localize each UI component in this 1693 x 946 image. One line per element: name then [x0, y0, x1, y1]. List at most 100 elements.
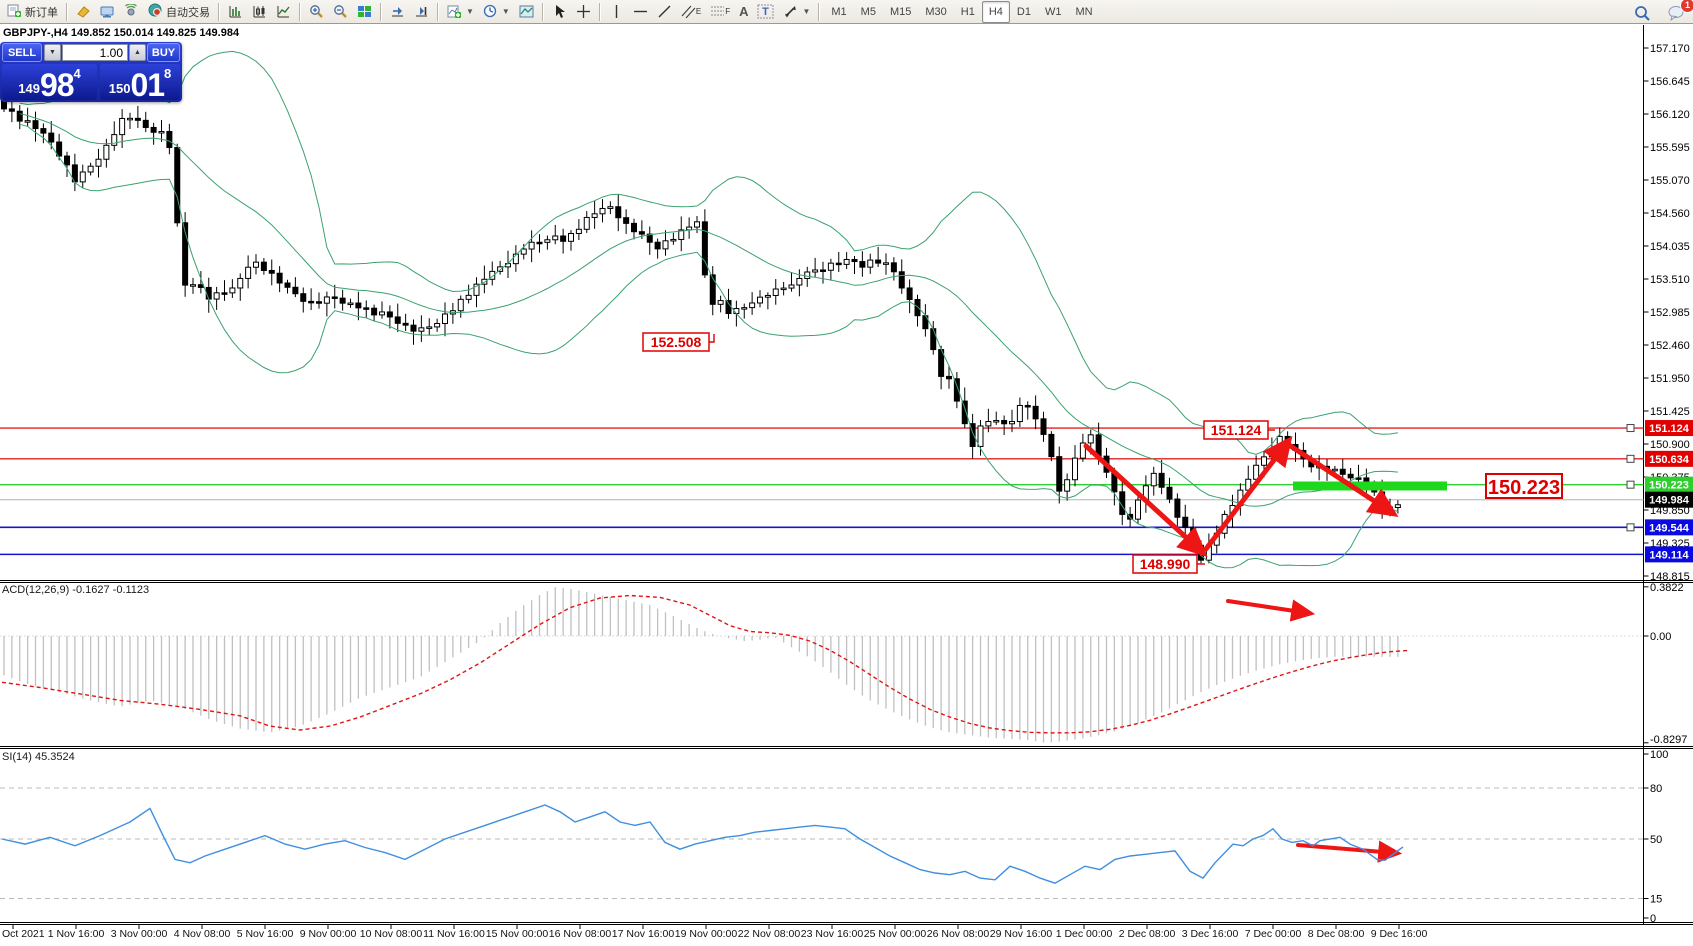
candle-body: [134, 117, 141, 121]
candle-body: [24, 120, 31, 123]
periods-button[interactable]: ▼: [479, 0, 514, 24]
candlestick-chart-button[interactable]: [248, 0, 271, 24]
trend-arrow-2[interactable]: [1203, 435, 1293, 552]
timeframe-button-m5[interactable]: M5: [860, 5, 876, 18]
text-tool-button[interactable]: A: [739, 4, 749, 19]
zoom-out-button[interactable]: [329, 0, 352, 24]
chart-canvas[interactable]: 157.170 156.645 156.120 155.595 155.070 154.5…: [0, 25, 1693, 941]
price-axis-label: 150.900: [1650, 439, 1690, 451]
tile-windows-button[interactable]: [353, 0, 376, 24]
chart-label-152.508[interactable]: 152.508: [642, 332, 715, 352]
candle-body: [213, 292, 220, 300]
candle-body: [575, 228, 582, 234]
auto-scroll-button[interactable]: [386, 0, 409, 24]
highlight-level-bar[interactable]: [1293, 481, 1447, 491]
line-handle[interactable]: [1626, 523, 1635, 532]
candle-body: [741, 307, 748, 310]
candle-body: [1347, 473, 1354, 479]
trend-arrow-1[interactable]: [1083, 443, 1208, 558]
sell-price-panel[interactable]: 149 98 4: [2, 64, 97, 101]
volume-increase-button[interactable]: ▲: [129, 44, 146, 61]
fibonacci-tool-button[interactable]: F: [706, 0, 734, 24]
chart-region[interactable]: GBPJPY-,H4 149.852 150.014 149.825 149.9…: [0, 25, 1693, 941]
candle-body: [197, 284, 204, 288]
candle-body: [402, 322, 409, 326]
candle-body: [985, 420, 992, 427]
bollinger-upper[interactable]: [19, 50, 1398, 455]
new-order-button[interactable]: 新订单: [3, 0, 62, 24]
arrows-tool-button[interactable]: ▼: [779, 0, 814, 24]
chart-shift-button[interactable]: [410, 0, 433, 24]
price-axis: 157.170 156.645 156.120 155.595 155.070 154.5…: [1643, 43, 1690, 925]
rsi-axis-label: 100: [1650, 749, 1668, 761]
time-axis: Oct 2021 1 Nov 16:00 3 Nov 00:00 4 Nov 08:0…: [2, 925, 1427, 940]
trend-arrow-4[interactable]: [1226, 599, 1316, 622]
crosshair-tool-button[interactable]: [572, 0, 595, 24]
badge-text: 150.223: [1649, 480, 1689, 492]
search-button[interactable]: [1629, 1, 1655, 25]
buy-price-small: 150: [108, 81, 131, 96]
market-watch-button[interactable]: [96, 0, 119, 24]
candle-body: [1040, 418, 1047, 435]
candle-body: [568, 232, 574, 242]
auto-trading-button[interactable]: 自动交易: [144, 0, 214, 24]
trendline-tool-button[interactable]: [653, 0, 676, 24]
timeframe-button-h4[interactable]: H4: [981, 0, 1010, 23]
candle-body: [1182, 516, 1189, 528]
candle-body: [489, 270, 496, 280]
price-badge-149.544: 149.544: [1645, 519, 1693, 536]
trend-arrow-3[interactable]: [1286, 442, 1399, 517]
timeframe-button-h1[interactable]: H1: [960, 5, 975, 18]
timeframe-button-d1[interactable]: D1: [1016, 5, 1031, 18]
time-axis-label: 19 Nov 00:00: [675, 928, 738, 940]
indicators-button[interactable]: ▼: [443, 0, 478, 24]
timeframe-button-m1[interactable]: M1: [831, 5, 847, 18]
candle-body: [536, 241, 543, 245]
candle-body: [434, 323, 441, 328]
sell-button[interactable]: SELL: [2, 43, 42, 62]
trend-arrow-5[interactable]: [1296, 840, 1403, 863]
chart-label-150.223[interactable]: 150.223: [1485, 473, 1563, 499]
candle-body: [371, 307, 378, 316]
zoom-in-button[interactable]: [305, 0, 328, 24]
line-chart-button[interactable]: [272, 0, 295, 24]
timeframe-button-mn[interactable]: MN: [1075, 5, 1093, 18]
bollinger-lower[interactable]: [19, 123, 1399, 569]
templates-button[interactable]: [515, 0, 538, 24]
line-handle[interactable]: [1626, 424, 1635, 433]
chevron-down-icon: ▼: [802, 7, 811, 16]
bar-chart-button[interactable]: [224, 0, 247, 24]
buy-button[interactable]: BUY: [147, 43, 180, 62]
volume-input[interactable]: [62, 44, 128, 61]
channel-tool-button[interactable]: E: [677, 0, 705, 24]
candle-body: [1024, 404, 1031, 408]
cursor-tool-button[interactable]: [548, 0, 571, 24]
chart-label-148.990[interactable]: 148.990: [1132, 554, 1205, 574]
label-box: [1203, 420, 1269, 440]
line-handle[interactable]: [1626, 480, 1635, 489]
candle-body: [1268, 449, 1275, 458]
candle-body: [1339, 468, 1346, 475]
signal-button[interactable]: [120, 0, 143, 24]
badge-text: 149.114: [1649, 549, 1689, 561]
chart-label-151.124[interactable]: 151.124: [1203, 420, 1275, 440]
highlight-tool-button[interactable]: [72, 0, 95, 24]
buy-price-panel[interactable]: 150 01 8: [100, 64, 180, 101]
toolbar-separator: [598, 2, 601, 21]
line-handle[interactable]: [1626, 454, 1635, 463]
horizontal-line-tool-button[interactable]: [629, 0, 652, 24]
bollinger-middle[interactable]: [19, 113, 1398, 507]
timeframe-button-m15[interactable]: M15: [889, 5, 912, 18]
notifications-button[interactable]: 1: [1663, 0, 1693, 25]
vertical-line-tool-button[interactable]: [605, 0, 628, 24]
candle-body: [631, 222, 637, 233]
candle-body: [890, 262, 897, 273]
text-label-tool-button[interactable]: T: [753, 0, 778, 24]
buy-price-sup: 8: [164, 66, 172, 81]
candle-body: [638, 231, 645, 235]
svg-text:T: T: [763, 6, 770, 18]
timeframe-button-m30[interactable]: M30: [925, 5, 947, 18]
candle-body: [764, 294, 771, 298]
volume-decrease-button[interactable]: ▼: [44, 44, 61, 61]
timeframe-button-w1[interactable]: W1: [1044, 5, 1062, 18]
